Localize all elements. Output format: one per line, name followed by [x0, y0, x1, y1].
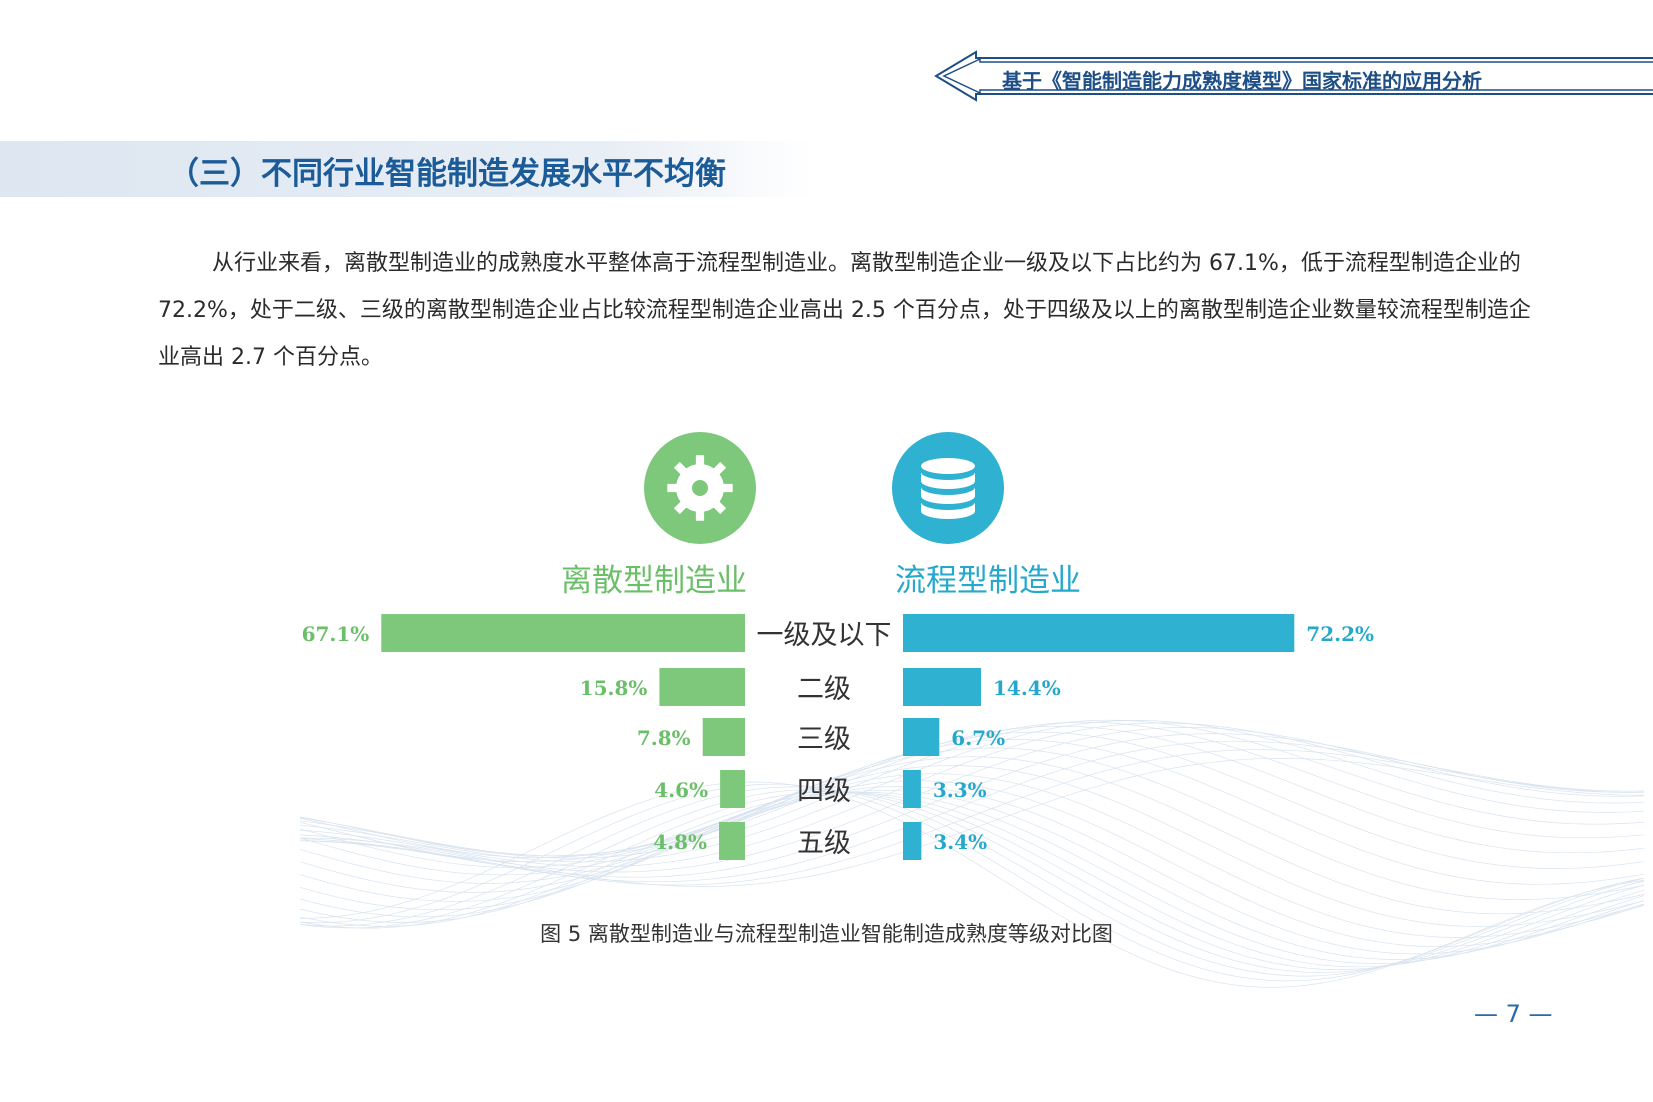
wave-line [299, 749, 1644, 886]
wave-line [299, 792, 1645, 968]
bar-process-1 [903, 614, 1295, 652]
series-name-process: 流程型制造业 [895, 563, 1081, 599]
category-label-5: 五级 [797, 828, 851, 859]
wave-line [299, 739, 1645, 885]
wave-line [299, 756, 1645, 915]
body-paragraph: 从行业来看，离散型制造业的成熟度水平整体高于流程型制造业。离散型制造企业一级及以… [158, 251, 1531, 370]
gear-icon [644, 432, 756, 544]
figure-caption: 图 5 离散型制造业与流程型制造业智能制造成熟度等级对比图 [540, 922, 1113, 946]
wave-line [299, 773, 1645, 938]
wave-line [299, 789, 1645, 973]
bar-process-3 [903, 718, 940, 756]
data-label-discrete-2: 15.8% [580, 676, 648, 700]
wave-line [299, 780, 1645, 947]
wave-line [299, 719, 1645, 859]
header-title: 基于《智能制造能力成熟度模型》国家标准的应用分析 [1002, 69, 1482, 93]
section-title-band [0, 141, 812, 197]
bar-discrete-1 [381, 614, 745, 652]
wave-line [299, 731, 1645, 869]
page-number: — 7 — [1474, 1000, 1553, 1028]
wave-line [299, 747, 1645, 900]
wave-line [299, 765, 1645, 927]
category-label-2: 二级 [797, 674, 851, 705]
section-title: （三）不同行业智能制造发展水平不均衡 [168, 156, 726, 192]
data-label-discrete-4: 4.6% [654, 778, 708, 802]
data-label-discrete-1: 67.1% [302, 622, 370, 646]
wave-line [299, 757, 1645, 887]
data-label-process-5: 3.4% [933, 830, 987, 854]
wave-line [299, 791, 1645, 970]
category-label-4: 四级 [797, 776, 851, 807]
bar-process-5 [903, 822, 922, 860]
database-icon [892, 432, 1004, 544]
wave-line [299, 786, 1645, 977]
data-label-discrete-3: 7.8% [637, 726, 691, 750]
category-label-1: 一级及以下 [757, 620, 892, 651]
bar-discrete-4 [720, 770, 745, 808]
bar-process-4 [903, 770, 921, 808]
bar-process-2 [903, 668, 981, 706]
data-label-process-1: 72.2% [1306, 622, 1374, 646]
category-label-3: 三级 [797, 724, 851, 755]
series-name-discrete: 离散型制造业 [561, 563, 747, 599]
data-label-process-2: 14.4% [993, 676, 1061, 700]
wave-line [299, 722, 1645, 868]
bar-discrete-3 [702, 718, 745, 756]
bar-discrete-5 [719, 822, 745, 860]
wave-line [299, 725, 1645, 857]
data-label-discrete-5: 4.8% [653, 830, 707, 854]
header-banner: 基于《智能制造能力成熟度模型》国家标准的应用分析 [932, 48, 1653, 104]
wave-line [299, 720, 1645, 863]
data-label-process-3: 6.7% [951, 726, 1005, 750]
wave-line [299, 733, 1645, 878]
body-text: 从行业来看，离散型制造业的成熟度水平整体高于流程型制造业。离散型制造企业一级及以… [158, 240, 1538, 381]
wave-line [299, 781, 1645, 988]
header-arrow-shape [934, 50, 1653, 102]
bar-discrete-2 [659, 668, 745, 706]
data-label-process-4: 3.3% [933, 778, 987, 802]
